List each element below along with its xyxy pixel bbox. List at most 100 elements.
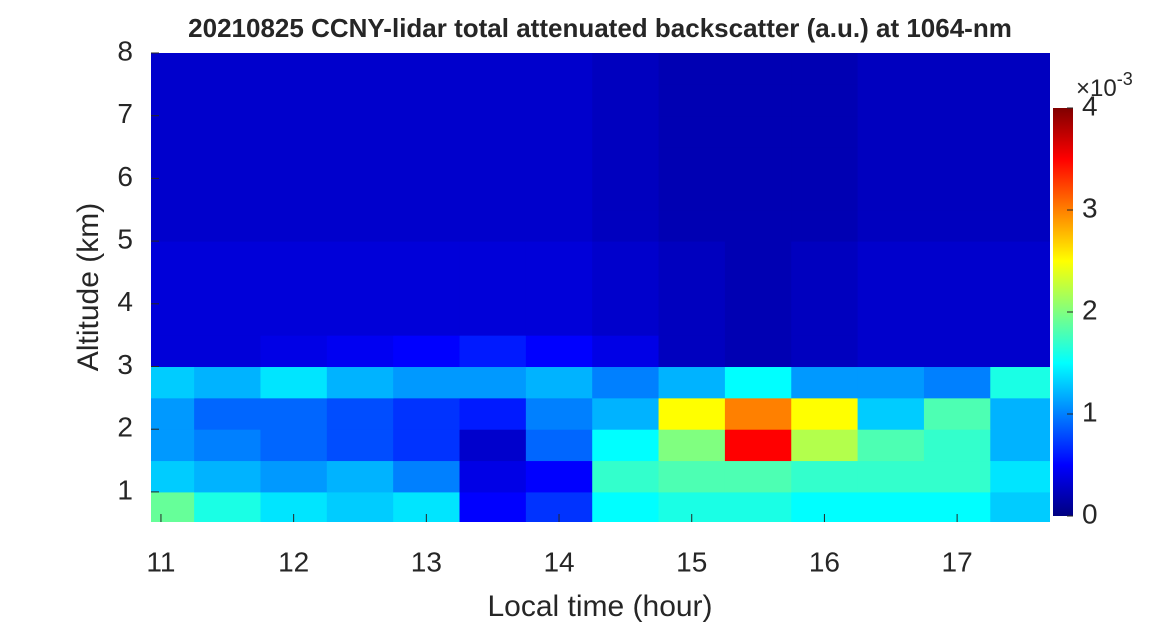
heatmap-cell (724, 303, 792, 336)
y-tick-label: 4 (117, 286, 133, 317)
heatmap-cell (459, 147, 527, 179)
heatmap-cell (791, 84, 859, 117)
heatmap-cell (151, 491, 195, 522)
heatmap-cell (151, 209, 195, 242)
heatmap-cell (724, 241, 792, 273)
heatmap-cell (525, 272, 593, 305)
heatmap-cell (658, 429, 726, 462)
heatmap-cell (923, 53, 991, 85)
heatmap-cell (724, 53, 792, 85)
heatmap-cell (990, 147, 1050, 179)
heatmap-cell (326, 209, 394, 242)
heatmap-cell (990, 397, 1050, 430)
heatmap-cell (459, 209, 527, 242)
x-tick-label: 17 (942, 546, 973, 577)
heatmap-cell (923, 147, 991, 179)
heatmap-cell (990, 178, 1050, 211)
heatmap-cell (459, 335, 527, 368)
heatmap-cell (393, 209, 461, 242)
x-tick-label: 12 (278, 546, 309, 577)
heatmap-cell (592, 209, 660, 242)
heatmap-cell (260, 460, 328, 493)
heatmap-cell (151, 147, 195, 179)
x-tick-label: 11 (146, 546, 175, 577)
heatmap-cell (857, 147, 925, 179)
heatmap-cell (990, 460, 1050, 493)
heatmap-cell (459, 397, 527, 430)
heatmap-cell (857, 397, 925, 430)
heatmap-cell (658, 366, 726, 399)
colorbar-tick-label: 3 (1082, 192, 1098, 223)
heatmap-cell (724, 397, 792, 430)
x-tick-label: 14 (543, 546, 574, 577)
heatmap-cell (459, 84, 527, 117)
heatmap-cell (857, 209, 925, 242)
heatmap-cell (857, 178, 925, 211)
heatmap-cell (658, 303, 726, 336)
heatmap-cell (260, 178, 328, 211)
heatmap-cell (923, 397, 991, 430)
heatmap-cell (658, 241, 726, 273)
heatmap-cell (326, 303, 394, 336)
heatmap-cell (791, 397, 859, 430)
heatmap-cell (393, 397, 461, 430)
x-tick-label: 13 (411, 546, 442, 577)
heatmap-cell (326, 491, 394, 522)
heatmap-cell (525, 241, 593, 273)
heatmap-cell (194, 460, 261, 493)
heatmap-cell (592, 84, 660, 117)
heatmap-cell (393, 84, 461, 117)
heatmap-cell (592, 491, 660, 522)
heatmap-cell (194, 115, 261, 148)
heatmap-cell (923, 335, 991, 368)
y-tick-label: 6 (117, 161, 133, 192)
heatmap-cell (459, 53, 527, 85)
heatmap-cell (724, 491, 792, 522)
heatmap-cell (791, 303, 859, 336)
heatmap-cell (592, 429, 660, 462)
heatmap-cell (525, 366, 593, 399)
heatmap-cell (194, 366, 261, 399)
heatmap-cell (459, 303, 527, 336)
heatmap-cell (658, 272, 726, 305)
heatmap-cell (724, 335, 792, 368)
heatmap-cell (525, 397, 593, 430)
heatmap-cell (194, 397, 261, 430)
heatmap-cell (990, 429, 1050, 462)
heatmap-cell (658, 115, 726, 148)
x-tick-label: 16 (809, 546, 840, 577)
heatmap-cell (923, 178, 991, 211)
heatmap-cell (923, 460, 991, 493)
heatmap-cell (525, 429, 593, 462)
heatmap-cell (459, 115, 527, 148)
heatmap-cell (525, 147, 593, 179)
heatmap-cell (658, 209, 726, 242)
heatmap-cell (525, 53, 593, 85)
y-tick-label: 3 (117, 349, 133, 380)
heatmap-cell (592, 303, 660, 336)
heatmap-cell (592, 397, 660, 430)
heatmap-cell (326, 147, 394, 179)
heatmap-cell (923, 303, 991, 336)
heatmap-cell (326, 241, 394, 273)
heatmap-cell (791, 53, 859, 85)
heatmap-cell (326, 84, 394, 117)
heatmap-cell (724, 429, 792, 462)
heatmap-cell (857, 491, 925, 522)
heatmap-cell (857, 241, 925, 273)
heatmap-cell (592, 366, 660, 399)
heatmap-cell (525, 115, 593, 148)
heatmap-cell (194, 491, 261, 522)
heatmap-cell (459, 178, 527, 211)
heatmap-cell (525, 178, 593, 211)
heatmap-cell (260, 53, 328, 85)
heatmap-cell (592, 53, 660, 85)
colorbar-tick-label: 0 (1082, 498, 1098, 529)
heatmap-cell (194, 303, 261, 336)
heatmap-cell (194, 429, 261, 462)
heatmap-cell (459, 366, 527, 399)
heatmap-cell (326, 397, 394, 430)
heatmap-cell (990, 272, 1050, 305)
heatmap-cell (658, 53, 726, 85)
heatmap-cell (592, 335, 660, 368)
